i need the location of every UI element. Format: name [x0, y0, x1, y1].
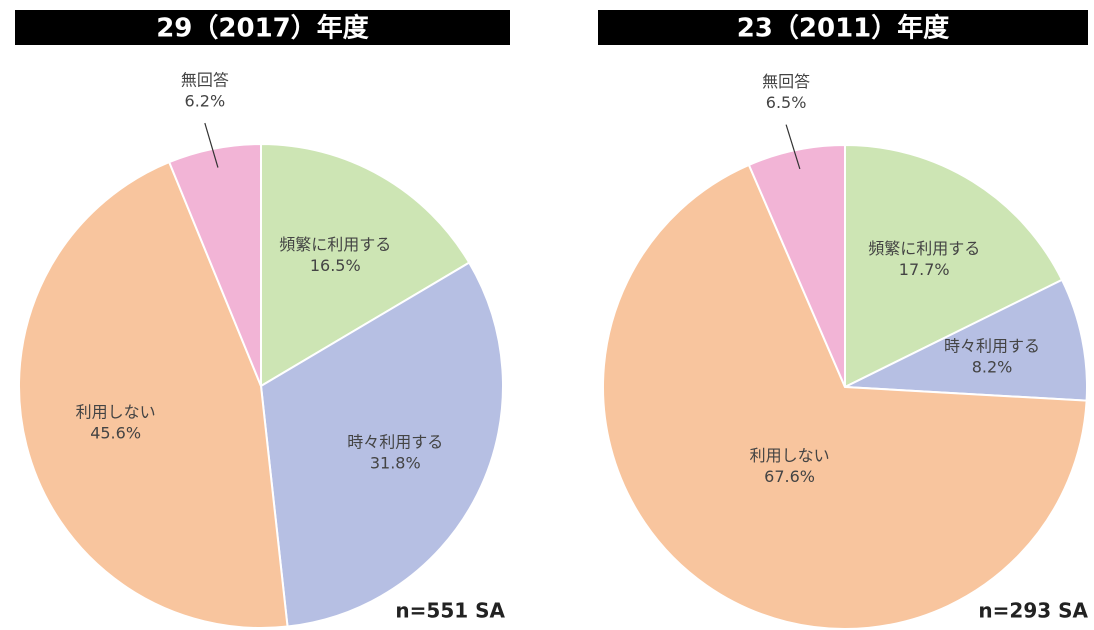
sample-note: n=293 SA [978, 599, 1088, 623]
slice-label: 頻繁に利用する [868, 239, 980, 258]
slice-value: 67.6% [764, 467, 815, 486]
slice-value: 16.5% [310, 256, 361, 275]
slice-label: 時々利用する [347, 433, 443, 452]
slice-value: 8.2% [972, 358, 1013, 377]
pie-slice [167, 142, 262, 387]
slice-value: 17.7% [899, 260, 950, 279]
title-bar [15, 10, 510, 45]
leader-line [785, 124, 801, 170]
slice-label: 利用しない [76, 403, 156, 422]
pie-slice [260, 142, 471, 388]
chart-title: 23（2011）年度 [737, 13, 950, 44]
pie-slice [602, 163, 1088, 630]
slice-label: 利用しない [750, 446, 830, 465]
slice-label: 無回答 [762, 72, 810, 91]
slice-label: 時々利用する [944, 337, 1040, 356]
pie-slice [18, 160, 289, 629]
title-bar [598, 10, 1088, 45]
leader-line [204, 122, 219, 168]
slice-label: 頻繁に利用する [279, 235, 391, 254]
pie-slice [841, 278, 1088, 402]
pie-slice [259, 261, 504, 628]
slice-value: 6.2% [185, 92, 226, 111]
pie-slice [747, 143, 846, 388]
pie-slice [844, 143, 1064, 389]
slice-label: 無回答 [181, 71, 229, 90]
sample-note: n=551 SA [395, 599, 505, 623]
slice-value: 45.6% [90, 424, 141, 443]
chart-title: 29（2017）年度 [156, 13, 369, 44]
slice-value: 6.5% [766, 93, 807, 112]
slice-value: 31.8% [370, 454, 421, 473]
